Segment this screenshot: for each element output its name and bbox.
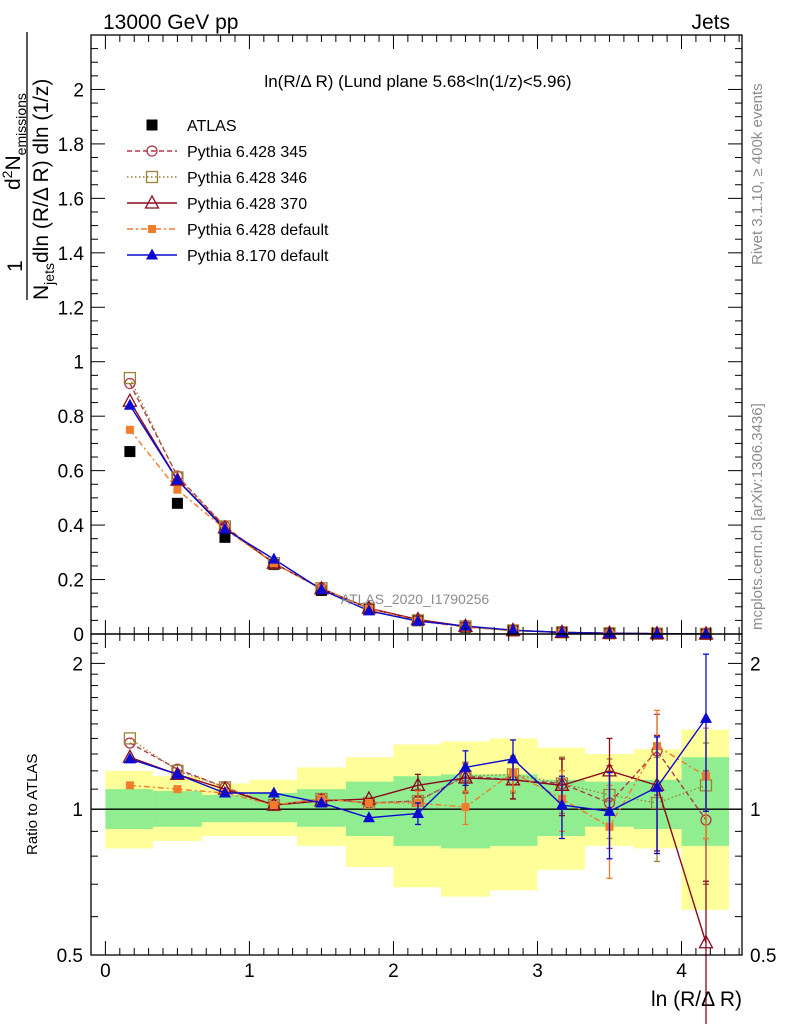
ratio-panel: 0 1 2 3 4 0.5 0.5 1 1 2 2 — [57, 633, 776, 1024]
y-tick-label: 0.2 — [58, 571, 84, 592]
uncertainty-band-green — [681, 757, 730, 846]
ratio-point — [698, 934, 714, 949]
uncertainty-band-green — [489, 774, 538, 846]
chart-title: ln(R/Δ R) (Lund plane 5.68<ln(1/z)<5.96) — [264, 72, 571, 91]
data-point — [173, 485, 182, 494]
data-point — [219, 531, 231, 543]
ylabel-numerator: d2Nemissions — [0, 93, 29, 190]
legend-label: Pythia 6.428 default — [187, 222, 329, 239]
legend-marker — [146, 119, 158, 131]
y-tick-label: 0.6 — [58, 462, 84, 483]
legend-marker — [144, 194, 160, 209]
ratio-point — [555, 798, 568, 810]
ratio-point — [459, 760, 472, 772]
data-point — [123, 371, 137, 385]
data-point — [315, 583, 328, 595]
main-panel: 0.2 0.4 0.6 0.8 1 1.2 1.4 1.6 1.8 2 0 — [58, 34, 743, 646]
rivet-label: Rivet 3.1.10, ≥ 400k events — [749, 83, 766, 265]
x-tick-label: 2 — [388, 961, 399, 982]
y-tick-label: 2 — [73, 80, 84, 101]
data-point — [459, 619, 472, 631]
data-point — [267, 552, 280, 564]
ratio-point — [411, 806, 424, 818]
ratio-point — [364, 798, 373, 807]
ratio-point — [125, 781, 134, 790]
y-tick-label: 1.2 — [58, 298, 84, 319]
legend-label: Pythia 6.428 370 — [187, 196, 307, 213]
main-y-axis-title: 1 Njetsdln (R/Δ R) dln (1/z) d2Nemission… — [0, 32, 57, 300]
mcplots-label: mcplots.cern.ch [arXiv:1306.3436] — [749, 403, 766, 630]
x-tick-label: 0 — [100, 961, 111, 982]
y-tick-label: 0.8 — [58, 407, 84, 428]
legend-label: ATLAS — [187, 118, 237, 135]
ylabel-njets: Njetsdln (R/Δ R) dln (1/z) — [30, 79, 57, 300]
ratio-point — [123, 752, 136, 764]
ratio-point — [171, 767, 184, 779]
data-point — [651, 627, 664, 639]
ratio-point — [651, 780, 664, 792]
ratio-y-axis-label: Ratio to ATLAS — [24, 754, 41, 855]
header-right: Jets — [691, 11, 730, 34]
y-tick-label: 1.6 — [58, 189, 84, 210]
ratio-point — [603, 804, 616, 816]
y-tick-label: 1.4 — [58, 244, 85, 265]
header-left: 13000 GeV pp — [103, 11, 238, 34]
ratio-y-tick-label-left: 0.5 — [57, 946, 83, 967]
ratio-y-tick-label-right: 1 — [750, 800, 761, 821]
ratio-y-tick-label-left: 1 — [72, 800, 83, 821]
data-point — [124, 446, 136, 458]
data-point — [699, 627, 712, 639]
legend: ATLAS Pythia 6.428 345 Pythia 6.428 346 Pyt… — [127, 118, 329, 265]
y-tick-label: 1.8 — [58, 135, 84, 156]
y-tick-label: 0 — [73, 625, 84, 646]
y-tick-label: 1 — [73, 353, 84, 374]
ratio-frame — [90, 633, 743, 956]
legend-label: Pythia 6.428 346 — [187, 170, 307, 187]
ratio-point — [410, 776, 426, 792]
ratio-point — [315, 796, 328, 808]
ratio-y-tick-label-right: 0.5 — [750, 946, 776, 967]
ratio-point — [699, 711, 712, 723]
data-point — [362, 604, 375, 616]
data-point — [218, 522, 231, 534]
legend-label: Pythia 6.428 345 — [187, 144, 307, 161]
ratio-point — [218, 786, 231, 798]
ratio-point — [506, 752, 519, 764]
legend-marker — [146, 145, 158, 157]
ratio-point — [362, 811, 375, 823]
x-axis-label: ln (R/Δ R) — [651, 988, 742, 1011]
legend-marker — [146, 248, 158, 260]
x-tick-label: 3 — [532, 961, 543, 982]
x-tick-label: 4 — [676, 961, 687, 982]
ratio-point — [123, 732, 137, 745]
data-point — [169, 471, 186, 486]
y-tick-label: 0.4 — [58, 516, 85, 537]
analysis-watermark: ATLAS_2020_I1790256 — [341, 591, 490, 607]
ratio-point — [173, 785, 182, 794]
legend-label: Pythia 8.170 default — [187, 248, 329, 265]
data-point — [506, 623, 519, 635]
ratio-y-tick-label-left: 2 — [72, 654, 83, 675]
ratio-point — [267, 786, 280, 798]
data-point — [171, 497, 183, 509]
data-point — [411, 614, 424, 626]
data-point — [125, 425, 134, 434]
ratio-y-tick-label-right: 2 — [750, 654, 761, 675]
ratio-point — [461, 803, 470, 812]
data-point — [171, 473, 184, 485]
legend-marker — [148, 225, 156, 233]
ratio-point — [269, 801, 278, 810]
ylabel-one: 1 — [4, 260, 27, 272]
x-tick-label: 1 — [244, 961, 255, 982]
legend-marker — [145, 170, 159, 184]
data-point — [123, 398, 136, 410]
